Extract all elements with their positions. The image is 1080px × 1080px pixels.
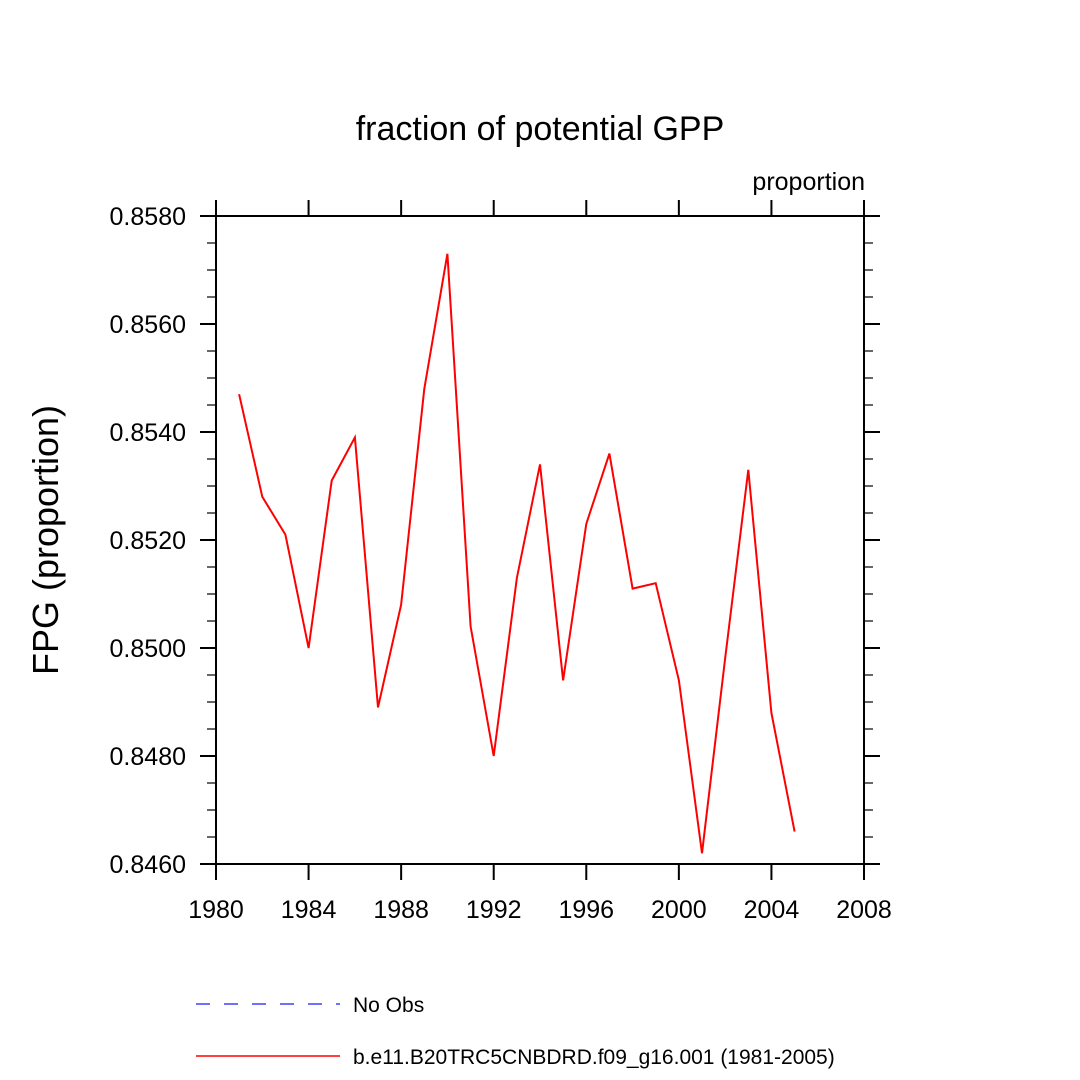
y-tick-label: 0.8460 xyxy=(110,851,186,879)
x-tick-label: 1992 xyxy=(466,896,522,924)
x-tick-label: 1988 xyxy=(373,896,429,924)
legend-label-1: b.e11.B20TRC5CNBDRD.f09_g16.001 (1981-20… xyxy=(353,1046,835,1069)
units-label: proportion xyxy=(752,168,865,196)
y-tick-label: 0.8500 xyxy=(110,635,186,663)
axis-ticks: 1980 1984 1988 1992 1996 2000 2004 2008 0.8460 0.… xyxy=(110,200,892,924)
series-layer xyxy=(238,253,796,854)
y-tick-label: 0.8480 xyxy=(110,743,186,771)
y-axis-label: FPG (proportion) xyxy=(25,405,66,675)
y-tick-label: 0.8580 xyxy=(110,203,186,231)
x-tick-label: 2008 xyxy=(836,896,892,924)
series-line-1 xyxy=(238,253,796,854)
y-tick-label: 0.8560 xyxy=(110,311,186,339)
legend-label-0: No Obs xyxy=(353,994,424,1017)
plot-frame xyxy=(215,215,865,865)
x-tick-label: 1980 xyxy=(188,896,244,924)
chart-title: fraction of potential GPP xyxy=(356,110,725,148)
x-tick-label: 1984 xyxy=(281,896,337,924)
x-tick-label: 1996 xyxy=(558,896,614,924)
x-tick-label: 2004 xyxy=(744,896,800,924)
y-tick-label: 0.8520 xyxy=(110,527,186,555)
legend: No Obs b.e11.B20TRC5CNBDRD.f09_g16.001 (1… xyxy=(196,994,835,1069)
y-tick-label: 0.8540 xyxy=(110,419,186,447)
x-tick-label: 2000 xyxy=(651,896,707,924)
